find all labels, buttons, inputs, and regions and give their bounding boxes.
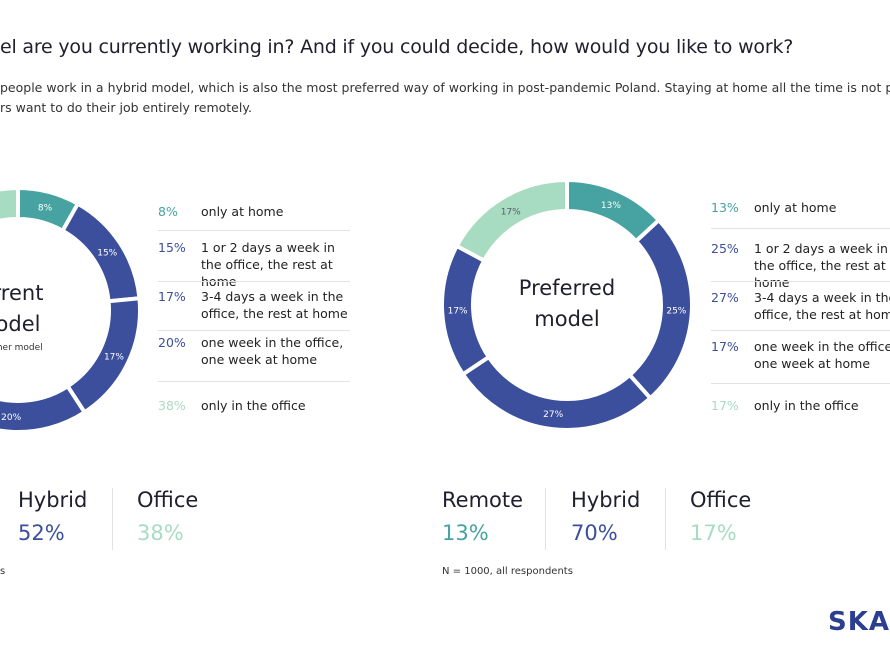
segment-label: 15% [97, 248, 117, 258]
summary-label: Hybrid [571, 488, 641, 512]
segment-label: 17% [104, 353, 124, 363]
footnote: N = 1000, all respondents [442, 566, 573, 577]
legend-value: 25% [711, 241, 739, 256]
legend-label: one week in the office, one week at home [201, 335, 344, 367]
summary-label: Office [137, 488, 199, 512]
subtitle-line: people work in a hybrid model, which is … [0, 80, 890, 95]
legend-separator [711, 228, 890, 229]
center-title: Preferred [519, 276, 615, 300]
legend-value: 27% [711, 290, 739, 305]
summary-value: 38% [137, 521, 184, 545]
legend-label: only in the office [201, 398, 306, 413]
donut-segment [0, 383, 88, 434]
segment-label: 27% [543, 410, 563, 420]
donut-segment [0, 185, 20, 223]
legend-value: 17% [711, 339, 739, 354]
legend-separator [158, 230, 350, 231]
legend-value: 17% [158, 289, 186, 304]
summary-value: 13% [442, 521, 489, 545]
legend-label: 3-4 days a week in the office, the rest … [201, 289, 348, 321]
donut-segment [454, 177, 569, 264]
center-title: rrent [0, 281, 43, 305]
segment-label: 20% [1, 413, 21, 423]
summary-label: Office [690, 488, 752, 512]
legend-separator [158, 381, 350, 382]
legend-separator [711, 330, 890, 331]
legend-label: one week in the office, one week at home [754, 339, 890, 371]
segment-label: 13% [601, 201, 621, 211]
center-title: model [534, 307, 599, 331]
segment-label: 17% [448, 307, 468, 317]
legend-label: only at home [754, 200, 837, 215]
segment-label: 8% [38, 203, 53, 213]
summary-label: Remote [442, 488, 524, 512]
center-title: odel [0, 312, 40, 336]
legend-separator [711, 281, 890, 282]
summary-label: Hybrid [18, 488, 88, 512]
summary-divider [112, 488, 113, 550]
legend-separator [711, 383, 890, 384]
summary-value: 70% [571, 521, 618, 545]
summary-divider [665, 488, 666, 550]
logo: SKA [828, 607, 890, 637]
legend-value: 15% [158, 240, 186, 255]
legend-label: 1 or 2 days a week in the office, the re… [754, 241, 888, 290]
legend-value: 13% [711, 200, 739, 215]
legend-label: 3-4 days a week in the office, the rest … [754, 290, 890, 322]
legend-label: only in the office [754, 398, 859, 413]
legend-label: only at home [201, 204, 284, 219]
legend-value: 38% [158, 398, 186, 413]
summary-value: 17% [690, 521, 737, 545]
footnote: s [0, 566, 6, 577]
subtitle-line: rs want to do their job entirely remotel… [0, 100, 252, 115]
legend-label: 1 or 2 days a week in the office, the re… [201, 240, 335, 289]
legend-separator [158, 330, 350, 331]
legend-value: 20% [158, 335, 186, 350]
summary-value: 52% [18, 521, 65, 545]
summary-divider [545, 488, 546, 550]
title: el are you currently working in? And if … [0, 36, 794, 58]
legend-value: 8% [158, 204, 178, 219]
segment-label: 25% [666, 307, 686, 317]
legend-value: 17% [711, 398, 739, 413]
segment-label: 17% [501, 208, 521, 218]
legend-separator [158, 281, 350, 282]
